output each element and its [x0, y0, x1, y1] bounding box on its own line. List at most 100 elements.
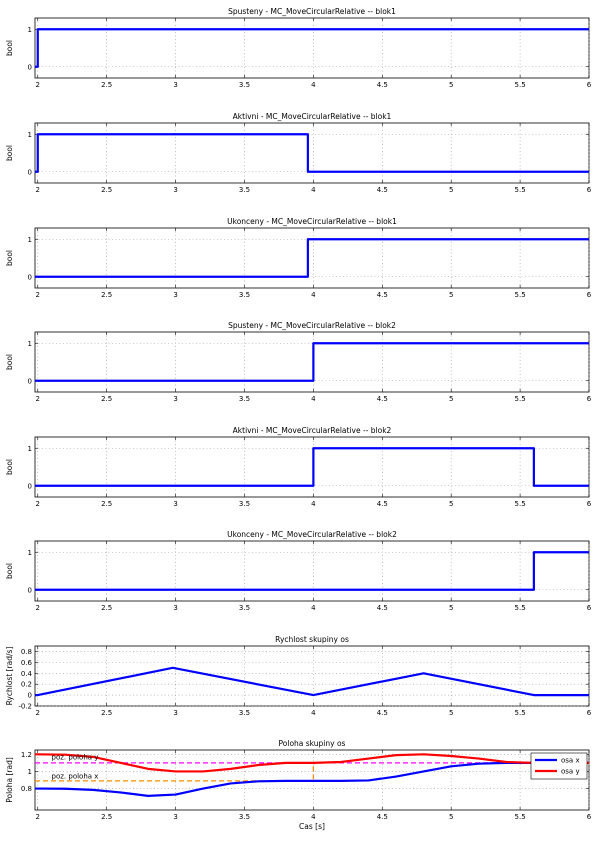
- chart-title: Ukonceny - MC_MoveCircularRelative -- bl…: [227, 530, 397, 539]
- series-line: [35, 342, 589, 382]
- x-tick-label: 6: [587, 81, 592, 89]
- series-line: [35, 666, 589, 697]
- x-tick-label: 2: [36, 395, 40, 403]
- x-tick-label: 2.5: [101, 500, 112, 508]
- x-tick-label: 2.5: [101, 81, 112, 89]
- x-tick-label: 6: [587, 186, 592, 194]
- chart-1: 2 2.5 3 3.5 4 4.5 5 5.5 6 0 1 Spusteny - MC_MoveCir…: [5, 7, 592, 89]
- x-tick-label: 4.5: [377, 604, 388, 612]
- x-tick-label: 4: [311, 81, 316, 89]
- x-tick-label: 4: [311, 395, 316, 403]
- series-line: [35, 551, 589, 591]
- y-axis-label: Rychlost [rad/s]: [5, 647, 14, 706]
- x-tick-label: 5: [449, 291, 453, 299]
- series-line: [35, 133, 589, 173]
- x-tick-label: 3.5: [239, 395, 250, 403]
- chart-title: Spusteny - MC_MoveCircularRelative -- bl…: [228, 7, 396, 16]
- x-tick-label: 5.5: [515, 709, 526, 717]
- y-axis-label: bool: [5, 145, 14, 161]
- x-tick-label: 3.5: [239, 813, 250, 821]
- series-line-osa-x: [35, 761, 589, 797]
- x-tick-label: 6: [587, 500, 592, 508]
- x-tick-label: 6: [587, 604, 592, 612]
- x-tick-label: 4.5: [377, 186, 388, 194]
- y-tick-label: 0: [28, 482, 32, 490]
- plot-area: [34, 17, 590, 79]
- x-tick-label: 3: [173, 604, 177, 612]
- y-tick-label: 1: [28, 340, 32, 348]
- x-tick-label: 4: [311, 186, 316, 194]
- x-tick-label: 6: [587, 291, 592, 299]
- y-tick-label: 0: [28, 586, 32, 594]
- x-tick-label: 3: [173, 500, 177, 508]
- x-tick-label: 5.5: [515, 186, 526, 194]
- x-tick-label: 3.5: [239, 291, 250, 299]
- x-tick-label: 4.5: [377, 81, 388, 89]
- x-tick-label: 2: [36, 500, 40, 508]
- series-line: [35, 28, 589, 68]
- x-tick-label: 5.5: [515, 291, 526, 299]
- x-tick-label: 4.5: [377, 813, 388, 821]
- y-tick-label: 0: [28, 273, 32, 281]
- chart-title: Poloha skupiny os: [279, 739, 346, 748]
- x-tick-label: 5: [449, 81, 453, 89]
- x-tick-label: 4: [311, 709, 316, 717]
- chart-8: 2 2.5 3 3.5 4 4.5 5 5.5 6 0.8 1 1.2 Poloha skupiny o…: [5, 739, 592, 831]
- x-tick-label: 5: [449, 813, 453, 821]
- x-tick-label: 3.5: [239, 500, 250, 508]
- y-tick-label: 1: [28, 236, 32, 244]
- y-tick-label: 1: [28, 445, 32, 453]
- y-tick-label: 1: [28, 26, 32, 34]
- x-tick-label: 3: [173, 291, 177, 299]
- plot-area: [34, 122, 590, 184]
- x-tick-label: 3: [173, 395, 177, 403]
- chart-title: Aktivni - MC_MoveCircularRelative -- blo…: [233, 112, 392, 121]
- x-tick-label: 3.5: [239, 604, 250, 612]
- x-tick-label: 5.5: [515, 604, 526, 612]
- chart-title: Aktivni - MC_MoveCircularRelative -- blo…: [233, 426, 392, 435]
- chart-7: 2 2.5 3 3.5 4 4.5 5 5.5 6 -0.2 0 0.2 0.4 0.6 0.8 Rychlo…: [5, 635, 592, 717]
- legend: osa x osa y: [530, 752, 588, 780]
- x-tick-label: 4: [311, 604, 316, 612]
- x-tick-label: 2: [36, 709, 40, 717]
- chart-4: 2 2.5 3 3.5 4 4.5 5 5.5 6 0 1 Spusteny - MC_MoveCir…: [5, 321, 592, 403]
- x-tick-label: 5.5: [515, 395, 526, 403]
- y-tick-label: 0.4: [21, 670, 33, 678]
- y-tick-label: 1: [28, 549, 32, 557]
- x-tick-label: 2.5: [101, 186, 112, 194]
- plot-area: [34, 645, 590, 707]
- chart-6: 2 2.5 3 3.5 4 4.5 5 5.5 6 0 1 Ukonceny - MC_MoveCir…: [5, 530, 592, 612]
- x-tick-label: 2: [36, 81, 40, 89]
- y-axis-label: bool: [5, 250, 14, 266]
- x-tick-label: 5.5: [515, 500, 526, 508]
- chart-2: 2 2.5 3 3.5 4 4.5 5 5.5 6 0 1 Aktivni - MC_MoveCirc…: [5, 112, 592, 194]
- x-tick-label: 6: [587, 709, 592, 717]
- plot-area: [34, 436, 590, 498]
- legend-box: [530, 752, 588, 780]
- x-tick-label: 5: [449, 500, 453, 508]
- y-tick-label: 0: [28, 692, 32, 700]
- y-tick-label: 0.2: [21, 681, 32, 689]
- chart-title: Ukonceny - MC_MoveCircularRelative -- bl…: [227, 217, 397, 226]
- chart-title: Spusteny - MC_MoveCircularRelative -- bl…: [228, 321, 396, 330]
- series-line: [35, 447, 589, 487]
- y-axis-label: bool: [5, 40, 14, 56]
- x-tick-label: 3: [173, 709, 177, 717]
- y-tick-label: -0.2: [18, 703, 32, 711]
- x-tick-label: 2.5: [101, 813, 112, 821]
- x-tick-label: 5: [449, 186, 453, 194]
- x-tick-label: 2: [36, 186, 40, 194]
- y-tick-label: 1.2: [21, 751, 32, 759]
- y-axis-label: Poloha [rad]: [5, 757, 14, 803]
- legend-label: osa y: [561, 768, 580, 776]
- legend-label: osa x: [561, 757, 580, 765]
- x-tick-label: 4.5: [377, 500, 388, 508]
- plot-area: [34, 227, 590, 289]
- y-tick-label: 0: [28, 63, 32, 71]
- x-tick-label: 3: [173, 186, 177, 194]
- x-tick-label: 5: [449, 395, 453, 403]
- x-tick-label: 2.5: [101, 709, 112, 717]
- x-tick-label: 2.5: [101, 604, 112, 612]
- annotation-label: poz. poloha y: [52, 753, 99, 761]
